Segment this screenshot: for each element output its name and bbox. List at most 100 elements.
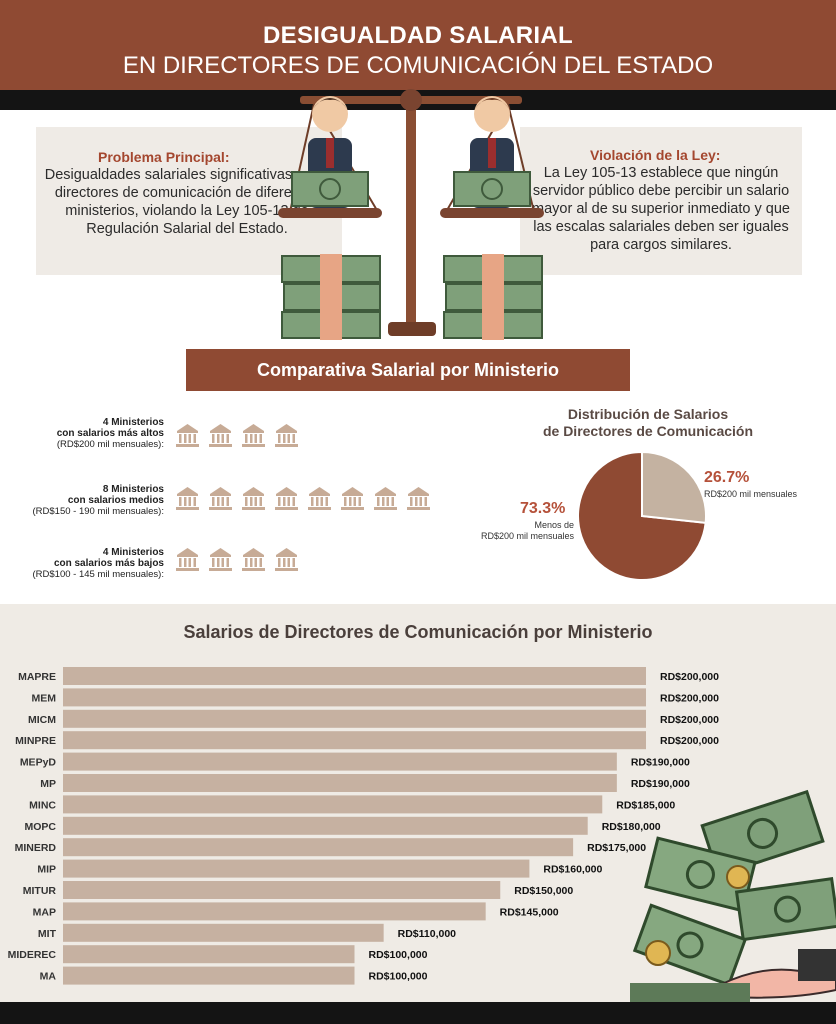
group-mid-title1: 8 Ministerios	[102, 484, 164, 495]
ministry-building-icon	[339, 485, 366, 511]
bar-value-label: RD$200,000	[660, 735, 719, 747]
bar-value-label: RD$190,000	[631, 778, 690, 790]
group-low-label: 4 Ministerios con salarios más bajos (RD…	[6, 547, 164, 580]
ministry-building-icon	[273, 485, 300, 511]
bar-value-label: RD$180,000	[602, 821, 661, 833]
bar-mp	[63, 774, 617, 792]
ministry-building-icon	[306, 485, 333, 511]
pie-slice-label-lower: 73.3%	[520, 500, 566, 517]
bar-category-label: MIP	[37, 864, 56, 876]
bar-chart: MAPRE RD$200,000 MEM RD$200,000 MICM RD$200,0…	[8, 667, 719, 985]
bar-value-label: RD$160,000	[543, 864, 602, 876]
group-mid-range: (RD$150 - 190 mil mensuales):	[32, 506, 164, 517]
ministry-building-icon	[174, 485, 201, 511]
ministry-building-icon	[207, 422, 234, 448]
bar-map	[63, 902, 486, 921]
pie-slice-label-top: 26.7%	[704, 469, 750, 486]
bar-category-label: MICM	[28, 714, 56, 726]
group-low-icons	[174, 546, 300, 572]
bar-mepyd	[63, 752, 617, 771]
money-pile-illustration	[630, 789, 836, 1002]
bar-mitur	[63, 881, 501, 899]
group-high-title2: con salarios más altos	[56, 428, 164, 439]
header-banner: DESIGUALDAD SALARIAL EN DIRECTORES DE CO…	[0, 0, 836, 90]
violation-box: Violación de la Ley: La Ley 105-13 estab…	[520, 127, 802, 275]
bar-mapre	[63, 667, 646, 685]
pie-chart-section: Distribución de Salarios de Directores d…	[478, 400, 818, 590]
pie-slice-note-top: RD$200 mil mensuales	[704, 489, 798, 499]
bar-mopc	[63, 816, 588, 835]
bar-category-label: MAP	[33, 906, 56, 918]
bar-category-label: MOPC	[25, 821, 57, 833]
group-mid-icons	[174, 485, 432, 511]
pie-slice-note-lower-1: Menos de	[534, 520, 574, 530]
pie-title: Distribución de Salarios de Directores d…	[518, 406, 778, 440]
ministry-building-icon	[273, 422, 300, 448]
bar-minc	[63, 795, 603, 814]
bar-category-label: MINERD	[15, 842, 57, 854]
bottom-divider	[0, 1002, 836, 1024]
bar-value-label: RD$100,000	[369, 971, 428, 983]
ministry-building-icon	[273, 546, 300, 572]
ministry-building-icon	[240, 546, 267, 572]
bar-mem	[63, 688, 646, 707]
ministry-building-icon	[207, 485, 234, 511]
ministry-building-icon	[240, 422, 267, 448]
bar-category-label: MEPyD	[20, 757, 57, 769]
group-low-title1: 4 Ministerios	[102, 547, 164, 558]
bar-category-label: MP	[40, 778, 56, 790]
bar-minerd	[63, 838, 574, 857]
bar-category-label: MEM	[32, 692, 57, 704]
bar-mit	[63, 923, 384, 942]
pie-slice-1	[641, 450, 707, 524]
ministry-building-icon	[372, 485, 399, 511]
problem-heading: Problema Principal:	[98, 149, 230, 165]
problem-text: Desigualdades salariales significativas …	[44, 167, 330, 237]
group-low-range: (RD$100 - 145 mil mensuales):	[32, 569, 164, 580]
group-high-range: (RD$200 mil mensuales):	[56, 439, 164, 450]
bar-value-label: RD$190,000	[631, 757, 690, 769]
violation-heading: Violación de la Ley:	[590, 147, 721, 163]
ministry-building-icon	[405, 485, 432, 511]
ministry-building-icon	[174, 546, 201, 572]
bar-minpre	[63, 731, 646, 750]
bar-category-label: MITUR	[23, 885, 57, 897]
bar-ma	[63, 966, 355, 985]
bar-value-label: RD$110,000	[398, 928, 457, 940]
group-high-title1: 4 Ministerios	[102, 417, 164, 428]
violation-text: La Ley 105-13 establece que ningún servi…	[532, 165, 790, 253]
ministry-building-icon	[240, 485, 267, 511]
pie-slice-note-lower-2: RD$200 mil mensuales	[480, 531, 574, 541]
bar-category-label: MIDEREC	[8, 949, 57, 961]
bar-category-label: MINPRE	[15, 735, 56, 747]
bar-miderec	[63, 945, 355, 964]
bar-value-label: RD$200,000	[660, 692, 719, 704]
ministry-building-icon	[174, 422, 201, 448]
group-high-icons	[174, 422, 300, 448]
bar-category-label: MA	[40, 971, 57, 983]
ministry-building-icon	[207, 546, 234, 572]
bar-value-label: RD$100,000	[369, 949, 428, 961]
comparison-title: Comparativa Salarial por Ministerio	[186, 349, 630, 391]
bar-value-label: RD$200,000	[660, 671, 719, 683]
page-subtitle: EN DIRECTORES DE COMUNICACIÓN DEL ESTADO	[122, 52, 714, 79]
bar-chart-title: Salarios de Directores de Comunicación p…	[183, 622, 653, 642]
bar-micm	[63, 709, 646, 728]
pie-chart	[577, 450, 707, 581]
pie-title-line2: de Directores de Comunicación	[542, 423, 754, 439]
page-title: DESIGUALDAD SALARIAL	[263, 22, 573, 49]
bar-mip	[63, 859, 530, 878]
group-low-title2: con salarios más bajos	[53, 558, 164, 569]
group-mid-title2: con salarios medios	[67, 495, 164, 506]
bar-value-label: RD$175,000	[587, 842, 646, 854]
bar-value-label: RD$200,000	[660, 714, 719, 726]
bar-category-label: MINC	[29, 799, 56, 811]
group-high-label: 4 Ministerios con salarios más altos (RD…	[6, 417, 164, 450]
bar-value-label: RD$150,000	[514, 885, 573, 897]
bar-category-label: MAPRE	[18, 671, 56, 683]
bar-value-label: RD$185,000	[616, 799, 675, 811]
bar-value-label: RD$145,000	[500, 906, 559, 918]
pie-title-line1: Distribución de Salarios	[567, 406, 729, 422]
pie-slice-note-lower: Menos de RD$200 mil mensuales	[478, 520, 574, 542]
balance-scale-illustration	[278, 89, 544, 340]
